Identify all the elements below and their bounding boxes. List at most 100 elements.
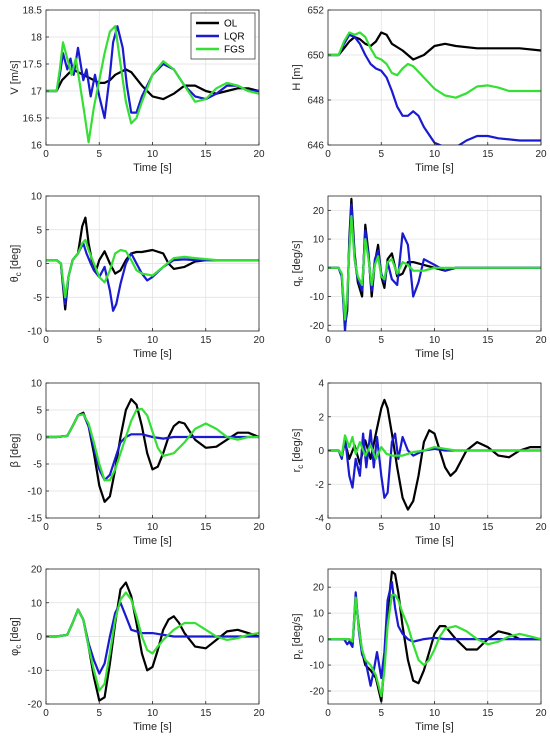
x-tick-label: 15 xyxy=(482,708,494,719)
x-axis-label: Time [s] xyxy=(133,162,172,174)
series-group xyxy=(46,25,259,144)
x-tick-label: 15 xyxy=(200,522,212,533)
y-tick-label: 5 xyxy=(36,406,42,417)
x-tick-label: 20 xyxy=(535,708,547,719)
y-tick-label: 4 xyxy=(318,379,324,390)
series-line-ol xyxy=(328,398,541,511)
x-tick-label: 10 xyxy=(147,335,159,346)
y-tick-label: -4 xyxy=(315,514,324,525)
y-tick-label: -20 xyxy=(310,687,325,698)
series-group xyxy=(328,570,541,703)
series-line-fgs xyxy=(46,591,259,692)
y-tick-label: 10 xyxy=(31,598,43,609)
y-tick-label: 0 xyxy=(36,433,42,444)
y-tick-label: -10 xyxy=(28,327,43,338)
y-tick-label: 0 xyxy=(36,632,42,643)
y-tick-label: 20 xyxy=(313,583,325,594)
x-tick-label: 5 xyxy=(378,149,384,160)
series-group xyxy=(46,398,259,503)
series-line-lqr xyxy=(328,33,541,145)
y-tick-label: 10 xyxy=(31,192,43,203)
x-tick-label: 15 xyxy=(482,335,494,346)
series-line-ol xyxy=(328,31,541,61)
x-tick-label: 5 xyxy=(96,335,102,346)
series-line-fgs xyxy=(328,593,541,698)
series-line-fgs xyxy=(46,407,259,482)
x-tick-label: 0 xyxy=(325,335,331,346)
y-tick-label: 648 xyxy=(307,96,324,107)
y-axis-label: θc [deg] xyxy=(9,245,23,283)
y-tick-label: 17 xyxy=(31,87,43,98)
x-tick-label: 20 xyxy=(535,335,547,346)
subplot-3: 0 5 10 15 20 -10 -5 0 5 10 Time [s] θc [deg] xyxy=(9,192,265,361)
x-tick-label: 0 xyxy=(43,149,49,160)
series-line-fgs xyxy=(328,434,541,460)
subplot-7: 0 5 10 15 20 -20 -10 0 10 20 Time [s] φc [deg] xyxy=(9,565,265,734)
x-tick-label: 10 xyxy=(147,149,159,160)
legend-label-fgs: FGS xyxy=(224,45,245,56)
series-group xyxy=(46,581,259,702)
x-tick-label: 10 xyxy=(429,335,441,346)
x-tick-label: 0 xyxy=(43,522,49,533)
y-tick-label: -10 xyxy=(310,661,325,672)
x-tick-label: 5 xyxy=(96,522,102,533)
y-tick-label: -15 xyxy=(28,514,43,525)
x-tick-label: 20 xyxy=(253,149,265,160)
x-axis-label: Time [s] xyxy=(133,721,172,733)
y-tick-label: 18 xyxy=(31,33,43,44)
x-tick-label: 10 xyxy=(429,149,441,160)
y-tick-label: 0 xyxy=(318,263,324,274)
y-tick-label: 10 xyxy=(31,379,43,390)
x-tick-label: 5 xyxy=(96,149,102,160)
y-axis-label: qc [deg/s] xyxy=(291,240,305,286)
y-axis-label: rc [deg/s] xyxy=(291,429,305,473)
x-tick-label: 10 xyxy=(429,522,441,533)
y-tick-label: 20 xyxy=(31,565,43,576)
x-tick-label: 20 xyxy=(535,149,547,160)
y-tick-label: 0 xyxy=(318,446,324,457)
y-tick-label: 0 xyxy=(318,635,324,646)
y-tick-label: 650 xyxy=(307,51,324,62)
x-tick-label: 20 xyxy=(253,335,265,346)
x-tick-label: 5 xyxy=(378,708,384,719)
x-tick-label: 15 xyxy=(482,522,494,533)
x-tick-label: 5 xyxy=(96,708,102,719)
y-tick-label: 17.5 xyxy=(23,60,43,71)
y-tick-label: -20 xyxy=(310,321,325,332)
subplot-8: 0 5 10 15 20 -20 -10 0 10 20 Time [s] pc [deg/s] xyxy=(291,568,547,733)
x-tick-label: 15 xyxy=(482,149,494,160)
y-tick-label: 16 xyxy=(31,141,43,152)
series-line-lqr xyxy=(328,429,541,499)
y-axis-label: H [m] xyxy=(291,64,303,90)
series-group xyxy=(328,197,541,331)
y-tick-label: 2 xyxy=(318,412,324,423)
x-axis-label: Time [s] xyxy=(415,721,454,733)
series-line-fgs xyxy=(46,238,259,299)
y-tick-label: -5 xyxy=(33,460,42,471)
y-tick-label: 652 xyxy=(307,6,324,17)
x-tick-label: 0 xyxy=(43,708,49,719)
series-line-fgs xyxy=(328,31,541,99)
x-tick-label: 10 xyxy=(147,522,159,533)
x-tick-label: 20 xyxy=(535,522,547,533)
x-axis-label: Time [s] xyxy=(133,348,172,360)
y-tick-label: 10 xyxy=(313,609,325,620)
x-axis-label: Time [s] xyxy=(415,535,454,547)
y-axis-label: φc [deg] xyxy=(9,617,23,656)
x-tick-label: 0 xyxy=(325,708,331,719)
y-tick-label: -2 xyxy=(315,480,324,491)
x-axis-label: Time [s] xyxy=(415,162,454,174)
y-tick-label: -20 xyxy=(28,700,43,711)
x-tick-label: 5 xyxy=(378,335,384,346)
series-group xyxy=(328,398,541,511)
series-line-fgs xyxy=(46,25,259,144)
y-tick-label: 16.5 xyxy=(23,114,43,125)
y-tick-label: 0 xyxy=(36,259,42,270)
x-tick-label: 20 xyxy=(253,522,265,533)
x-tick-label: 15 xyxy=(200,708,212,719)
y-tick-label: 18.5 xyxy=(23,6,43,17)
y-tick-label: 10 xyxy=(313,235,325,246)
subplot-1: 0 5 10 15 20 16 16.5 17 17.5 18 18.5 Time [s] V [m/s… xyxy=(9,6,265,175)
x-axis-label: Time [s] xyxy=(133,535,172,547)
